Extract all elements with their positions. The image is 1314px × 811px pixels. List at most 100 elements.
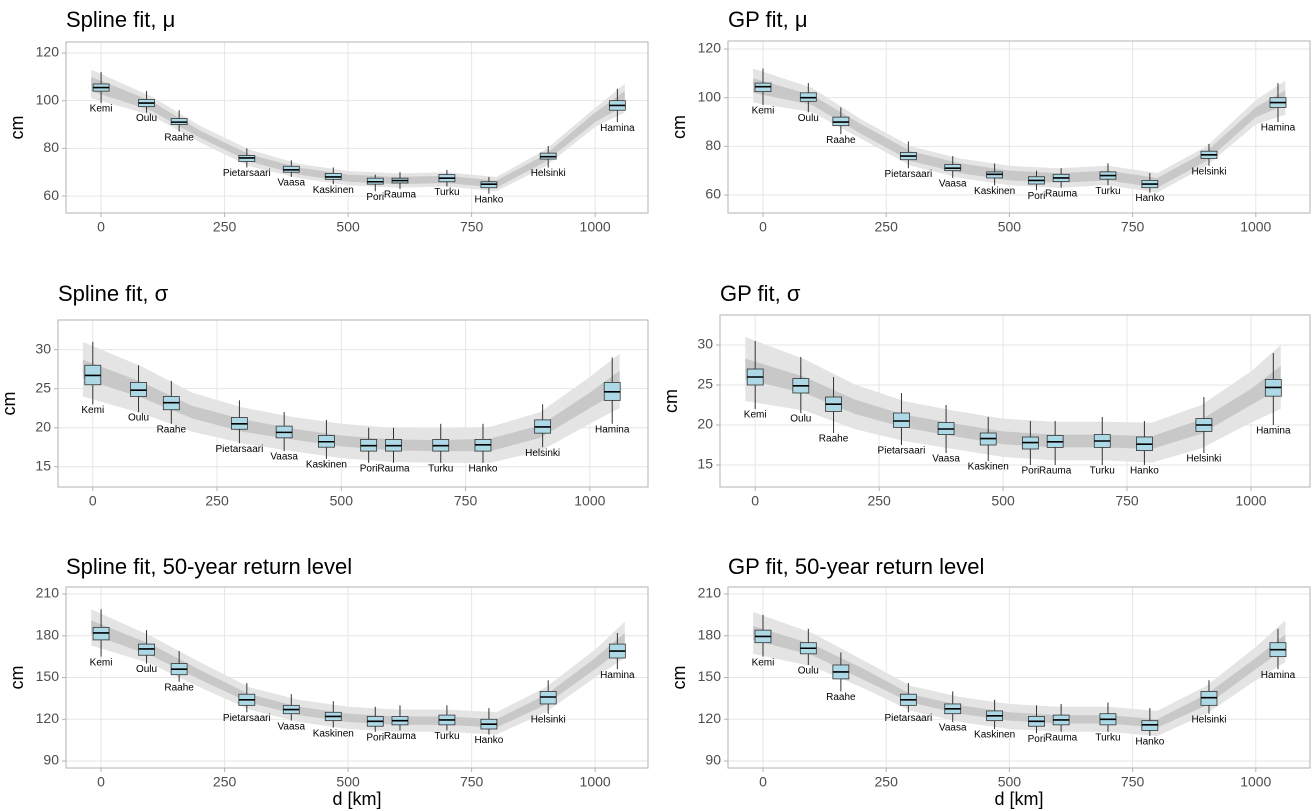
y-tick-label: 60 bbox=[705, 186, 721, 202]
station-label: Pori bbox=[366, 732, 384, 743]
x-tick-label: 250 bbox=[213, 219, 237, 235]
station-label: Turku bbox=[428, 463, 453, 474]
x-tick-label: 750 bbox=[454, 493, 478, 509]
station-label: Raahe bbox=[164, 132, 194, 143]
station-label: Kemi bbox=[81, 405, 104, 416]
station-label: Hanko bbox=[1130, 466, 1159, 477]
station-label: Turku bbox=[1090, 466, 1115, 477]
station-label: Kaskinen bbox=[974, 186, 1015, 197]
y-tick-label: 90 bbox=[705, 752, 721, 768]
y-tick-label: 180 bbox=[36, 626, 60, 642]
station-label: Hamina bbox=[600, 123, 635, 134]
x-axis-label: d [km] bbox=[994, 789, 1043, 809]
station-label: Pietarsaari bbox=[216, 444, 264, 455]
y-axis-label: cm bbox=[7, 116, 27, 140]
y-tick-label: 20 bbox=[697, 416, 713, 432]
x-axis-label: d [km] bbox=[332, 789, 381, 809]
station-label: Pietarsaari bbox=[884, 169, 932, 180]
x-tick-label: 750 bbox=[460, 219, 484, 235]
y-tick-label: 120 bbox=[698, 40, 722, 56]
station-label: Turku bbox=[1095, 732, 1120, 743]
y-tick-label: 210 bbox=[36, 585, 60, 601]
plot-border bbox=[57, 319, 649, 488]
station-label: Hanko bbox=[1135, 193, 1164, 204]
x-tick-label: 250 bbox=[205, 493, 229, 509]
station-label: Hanko bbox=[474, 735, 503, 746]
x-tick-label: 1000 bbox=[574, 493, 605, 509]
station-label: Kemi bbox=[752, 657, 775, 668]
station-label: Helsinki bbox=[531, 714, 566, 725]
y-tick-label: 100 bbox=[36, 91, 60, 107]
y-axis-label: cm bbox=[0, 392, 19, 416]
inner-band bbox=[745, 358, 1281, 449]
station-label: Hanko bbox=[469, 463, 498, 474]
x-tick-label: 0 bbox=[89, 493, 97, 509]
y-tick-label: 60 bbox=[43, 187, 59, 203]
y-axis-label: cm bbox=[7, 666, 27, 690]
x-tick-label: 0 bbox=[97, 219, 105, 235]
x-tick-label: 500 bbox=[998, 774, 1022, 790]
chart-title: GP fit, σ bbox=[720, 281, 801, 306]
chart-title: Spline fit, σ bbox=[58, 281, 169, 306]
y-tick-label: 210 bbox=[698, 585, 722, 601]
x-tick-label: 0 bbox=[759, 219, 767, 235]
station-label: Hanko bbox=[1135, 737, 1164, 748]
x-tick-label: 750 bbox=[1121, 219, 1145, 235]
x-tick-label: 250 bbox=[875, 219, 899, 235]
x-tick-label: 750 bbox=[1115, 493, 1139, 509]
station-label: Raahe bbox=[164, 682, 194, 693]
y-tick-label: 15 bbox=[697, 456, 713, 472]
y-tick-label: 80 bbox=[43, 139, 59, 155]
inner-band bbox=[753, 78, 1286, 188]
station-label: Rauma bbox=[377, 463, 410, 474]
plot-border bbox=[65, 41, 649, 214]
x-tick-label: 750 bbox=[460, 774, 484, 790]
station-label: Turku bbox=[434, 187, 459, 198]
inner-band bbox=[753, 625, 1286, 728]
outer-band bbox=[82, 341, 620, 463]
y-tick-label: 80 bbox=[705, 137, 721, 153]
station-label: Oulu bbox=[128, 413, 149, 424]
station-label: Kemi bbox=[90, 104, 113, 115]
y-tick-label: 120 bbox=[698, 710, 722, 726]
station-label: Kaskinen bbox=[313, 728, 354, 739]
station-label: Kemi bbox=[90, 657, 113, 668]
station-label: Pori bbox=[1028, 191, 1046, 202]
station-label: Helsinki bbox=[525, 448, 560, 459]
station-label: Kemi bbox=[752, 106, 775, 117]
station-label: Pori bbox=[360, 463, 378, 474]
x-tick-label: 0 bbox=[751, 493, 759, 509]
x-tick-label: 0 bbox=[759, 774, 767, 790]
station-label: Hanko bbox=[474, 194, 503, 205]
x-tick-label: 500 bbox=[336, 219, 360, 235]
station-label: Kaskinen bbox=[313, 185, 354, 196]
station-label: Raahe bbox=[157, 424, 187, 435]
station-label: Rauma bbox=[1045, 188, 1078, 199]
y-tick-label: 150 bbox=[698, 668, 722, 684]
station-label: Rauma bbox=[384, 731, 417, 742]
station-label: Pori bbox=[1028, 734, 1046, 745]
station-label: Oulu bbox=[136, 113, 157, 124]
y-tick-label: 25 bbox=[35, 379, 51, 395]
x-tick-label: 500 bbox=[336, 774, 360, 790]
station-label: Rauma bbox=[1045, 732, 1078, 743]
station-label: Rauma bbox=[384, 190, 417, 201]
x-tick-label: 500 bbox=[991, 493, 1015, 509]
station-label: Raahe bbox=[819, 434, 849, 445]
x-tick-label: 750 bbox=[1121, 774, 1145, 790]
y-axis-label: cm bbox=[661, 389, 681, 413]
station-label: Pori bbox=[366, 192, 384, 203]
x-tick-label: 0 bbox=[97, 774, 105, 790]
station-label: Vaasa bbox=[270, 452, 298, 463]
y-tick-label: 150 bbox=[36, 668, 60, 684]
station-label: Helsinki bbox=[1191, 166, 1226, 177]
chart-title: GP fit, 50-year return level bbox=[728, 554, 984, 579]
y-tick-label: 15 bbox=[35, 457, 51, 473]
x-tick-label: 250 bbox=[867, 493, 891, 509]
y-tick-label: 20 bbox=[35, 418, 51, 434]
y-tick-label: 90 bbox=[43, 752, 59, 768]
station-label: Oulu bbox=[798, 113, 819, 124]
inner-band bbox=[91, 620, 625, 728]
station-label: Vaasa bbox=[277, 178, 305, 189]
